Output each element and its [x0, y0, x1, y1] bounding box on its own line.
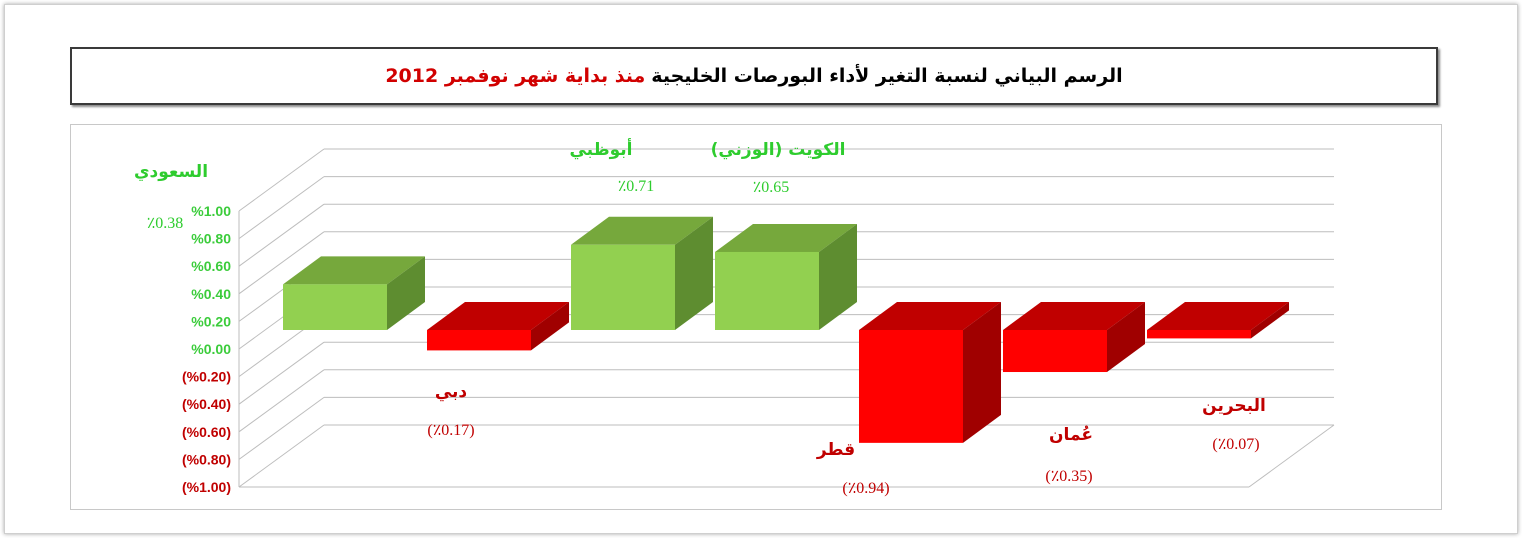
y-tick-label: %0.60	[191, 258, 231, 274]
data-label: ٪0.38	[147, 215, 184, 232]
chart-title: الرسم البياني لنسبة التغير لأداء البورصا…	[651, 65, 1123, 87]
side-gridline	[238, 148, 325, 212]
y-tick-label: %0.20	[191, 313, 231, 329]
data-label: ٪0.65	[753, 179, 790, 196]
data-label: (٪0.35)	[1045, 468, 1092, 485]
y-tick-label: (%0.80)	[182, 451, 231, 467]
bar	[715, 251, 819, 330]
y-tick-label: (%1.00)	[182, 479, 231, 495]
bar	[1147, 330, 1251, 339]
data-label: ٪0.71	[618, 178, 655, 195]
bar-side	[387, 256, 425, 330]
bar	[283, 284, 387, 330]
y-tick-label: %0.40	[191, 286, 231, 302]
y-tick-label: %0.80	[191, 231, 231, 247]
floor-right-edge	[1248, 424, 1335, 488]
category-label: البحرين	[1202, 396, 1266, 416]
bar	[859, 330, 963, 443]
category-label: أبوظبي	[569, 138, 632, 160]
bar-top	[427, 302, 569, 330]
side-gridline	[238, 341, 325, 405]
category-label: الكويت (الوزني)	[711, 140, 846, 160]
data-label: (٪0.07)	[1212, 436, 1259, 453]
category-label: قطر	[816, 440, 855, 460]
bar-top	[1003, 302, 1145, 330]
data-label: (٪0.94)	[842, 480, 889, 497]
bar-side	[963, 302, 1001, 443]
chart-title-box: الرسم البياني لنسبة التغير لأداء البورصا…	[70, 47, 1438, 105]
bar-side	[1107, 302, 1145, 373]
y-tick-label: %0.00	[191, 341, 231, 357]
side-gridline	[238, 424, 325, 488]
bar-top	[859, 302, 1001, 330]
y-tick-label: (%0.20)	[182, 369, 231, 385]
bar	[571, 244, 675, 330]
bar	[427, 330, 531, 351]
side-gridline	[238, 369, 325, 433]
y-tick-label: (%0.40)	[182, 396, 231, 412]
y-tick-label: (%0.60)	[182, 424, 231, 440]
bar-side	[531, 302, 569, 351]
bar	[1003, 330, 1107, 373]
category-label: دبي	[435, 382, 468, 402]
side-gridline	[238, 396, 325, 460]
bar-side	[819, 223, 857, 330]
bar-chart: %1.00 %0.80 %0.60 %0.40 %0.20 %0.00 (%0.20) (%0…	[134, 138, 1335, 497]
bar-side	[1251, 302, 1289, 339]
bar-top	[571, 216, 713, 245]
bar-top	[1147, 302, 1289, 330]
data-label: (٪0.17)	[427, 422, 474, 439]
chart-title-highlight: منذ بداية شهر نوفمبر 2012	[385, 65, 646, 87]
side-gridline	[238, 176, 325, 240]
bar-top	[715, 223, 857, 252]
bar-side	[675, 216, 713, 330]
plot-area: %1.00 %0.80 %0.60 %0.40 %0.20 %0.00 (%0.20) (%0…	[70, 124, 1442, 510]
side-gridline	[238, 203, 325, 267]
y-tick-label: %1.00	[191, 203, 231, 219]
bar-top	[283, 256, 425, 285]
category-label: السعودي	[134, 162, 208, 182]
category-label: عُمان	[1049, 425, 1093, 445]
side-gridline	[238, 231, 325, 295]
